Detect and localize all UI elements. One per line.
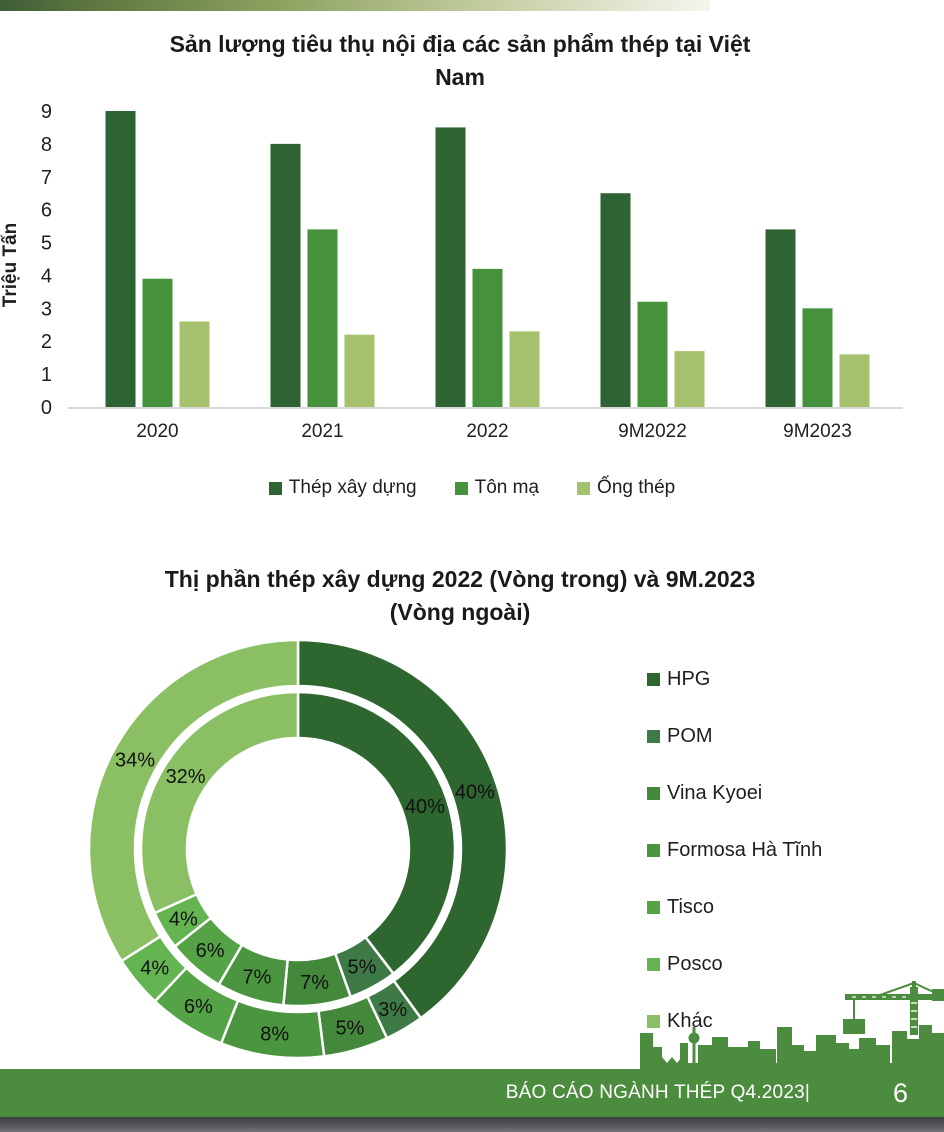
bar-9M2023-ton-ma xyxy=(802,308,833,407)
donut-chart-legend: HPG POM Vina Kyoei Formosa Hà Tĩnh Tisco Posc… xyxy=(647,667,937,1066)
donut-segment-inner-hpg xyxy=(296,690,457,976)
donut-percent-label: 8% xyxy=(260,1024,289,1046)
city-buildings xyxy=(640,1025,944,1069)
bar-legend-item: Ống thép xyxy=(577,477,675,499)
legend-label: Khác xyxy=(667,1009,713,1032)
legend-swatch-icon xyxy=(647,843,660,857)
donut-percent-label: 4% xyxy=(169,908,198,930)
header-gradient-bar xyxy=(0,0,710,11)
x-axis-category-label: 2020 xyxy=(136,421,178,442)
bar-2022-ton-ma xyxy=(472,268,503,407)
donut-chart-title: Thị phần thép xây dựng 2022 (Vòng trong)… xyxy=(20,563,900,629)
y-axis-tick-label: 6 xyxy=(41,200,52,222)
legend-swatch-icon xyxy=(268,481,282,495)
donut-percent-label: 40% xyxy=(405,796,445,818)
legend-swatch-icon xyxy=(647,672,660,686)
donut-legend-item: Khác xyxy=(647,1009,937,1033)
donut-percent-label: 7% xyxy=(243,967,272,989)
y-axis-tick-label: 3 xyxy=(41,298,52,320)
y-axis-tick-label: 8 xyxy=(41,134,52,156)
bar-9M2022-ton-ma xyxy=(637,301,668,407)
footer-report-title: BÁO CÁO NGÀNH THÉP Q4.2023| xyxy=(505,1082,810,1103)
donut-percent-label: 7% xyxy=(300,972,329,994)
donut-legend-item: POM xyxy=(647,724,937,748)
bar-2022-ong-thep xyxy=(509,331,540,407)
legend-swatch-icon xyxy=(647,957,660,971)
donut-segment-outer-khác xyxy=(87,638,300,963)
legend-label: POM xyxy=(667,724,713,747)
legend-label: Formosa Hà Tĩnh xyxy=(667,838,823,861)
y-axis-tick-label: 5 xyxy=(41,233,52,255)
bar-chart-title-line1: Sản lượng tiêu thụ nội địa các sản phẩm … xyxy=(169,31,751,57)
donut-chart-title-line2: (Vòng ngoài) xyxy=(389,599,531,625)
donut-percent-label: 32% xyxy=(166,766,206,788)
y-axis-tick-label: 7 xyxy=(41,167,52,189)
y-axis-tick-label: 9 xyxy=(41,101,52,123)
legend-swatch-icon xyxy=(647,1014,660,1028)
bar-chart-title-line2: Nam xyxy=(435,64,485,90)
x-axis-category-label: 9M2023 xyxy=(783,421,852,442)
donut-legend-item: Formosa Hà Tĩnh xyxy=(647,838,937,862)
legend-label: HPG xyxy=(667,667,711,690)
donut-percent-label: 5% xyxy=(348,957,377,979)
bar-2021-ton-ma xyxy=(307,229,338,407)
donut-segment-inner-khác xyxy=(139,690,300,915)
legend-label: Posco xyxy=(667,952,723,975)
donut-percent-label: 3% xyxy=(378,999,407,1021)
legend-swatch-icon xyxy=(577,481,591,495)
donut-legend-item: HPG xyxy=(647,667,937,691)
donut-legend-item: Vina Kyoei xyxy=(647,781,937,805)
legend-swatch-icon xyxy=(647,729,660,743)
donut-chart-title-line1: Thị phần thép xây dựng 2022 (Vòng trong)… xyxy=(164,566,756,592)
bar-legend-item: Thép xây dựng xyxy=(268,477,417,499)
page-edge-shadow xyxy=(0,1117,944,1132)
bar-chart: 0 1 2 3 4 5 6 7 8 9 Triệu Tấn 2020 2021 2022 9M2022 9M2… xyxy=(0,101,903,442)
city-skyline-graphic xyxy=(640,981,944,1069)
donut-segment-outer-hpg xyxy=(296,638,509,1020)
x-axis-category-label: 2021 xyxy=(301,421,343,442)
bar-2020-thep-xay-dung xyxy=(105,110,136,408)
footer-bar: BÁO CÁO NGÀNH THÉP Q4.2023| 6 xyxy=(0,1069,944,1117)
donut-percent-label: 4% xyxy=(140,958,169,980)
bar-9M2023-ong-thep xyxy=(839,354,870,407)
donut-legend-item: Tisco xyxy=(647,895,937,919)
donut-percent-label: 6% xyxy=(196,940,225,962)
bar-9M2022-ong-thep xyxy=(674,351,705,407)
legend-label: Vina Kyoei xyxy=(667,781,763,804)
bar-9M2022-thep-xay-dung xyxy=(600,193,631,407)
legend-label: Tôn mạ xyxy=(474,477,540,498)
bar-9M2023-thep-xay-dung xyxy=(765,229,796,407)
bar-2020-ton-ma xyxy=(142,278,173,407)
donut-percent-label: 34% xyxy=(115,749,155,771)
legend-label: Ống thép xyxy=(597,477,676,498)
legend-swatch-icon xyxy=(647,786,660,800)
y-axis-tick-label: 2 xyxy=(41,331,52,353)
donut-percent-label: 5% xyxy=(335,1018,364,1040)
donut-percent-label: 40% xyxy=(455,782,495,804)
bar-2022-thep-xay-dung xyxy=(435,127,466,407)
bar-legend-item: Tôn mạ xyxy=(454,477,540,499)
bar-2021-thep-xay-dung xyxy=(270,143,301,407)
legend-label: Tisco xyxy=(667,895,715,918)
x-axis-category-label: 9M2022 xyxy=(618,421,687,442)
y-axis-tick-label: 0 xyxy=(41,397,52,419)
x-axis-category-label: 2022 xyxy=(466,421,508,442)
bar-chart-title: Sản lượng tiêu thụ nội địa các sản phẩm … xyxy=(20,28,900,94)
y-axis-tick-label: 1 xyxy=(41,364,52,386)
y-axis-tick-label: 4 xyxy=(41,265,52,287)
legend-swatch-icon xyxy=(454,481,468,495)
donut-chart: 40%5%7%7%6%4%32%40%3%5%8%6%4%34% xyxy=(87,638,509,1060)
legend-swatch-icon xyxy=(647,900,660,914)
construction-crane-icon xyxy=(843,981,944,1035)
bar-2020-ong-thep xyxy=(179,321,210,407)
bar-2021-ong-thep xyxy=(344,334,375,407)
y-axis-title: Triệu Tấn xyxy=(0,223,21,307)
legend-label: Thép xây dựng xyxy=(288,477,417,498)
donut-percent-label: 6% xyxy=(184,996,213,1018)
footer-page-number: 6 xyxy=(892,1078,908,1108)
donut-legend-item: Posco xyxy=(647,952,937,976)
bar-chart-legend: Thép xây dựng Tôn mạ Ống thép xyxy=(0,477,944,499)
